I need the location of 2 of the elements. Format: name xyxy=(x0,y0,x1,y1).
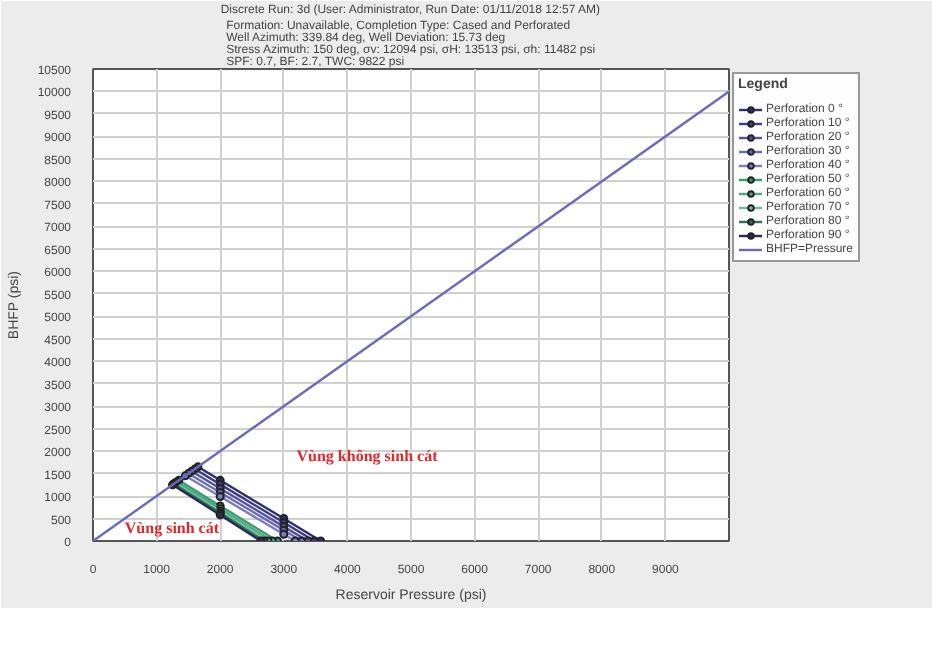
annotation: Vùng sinh cát xyxy=(124,519,220,538)
annotation: Vùng không sinh cát xyxy=(296,447,439,466)
